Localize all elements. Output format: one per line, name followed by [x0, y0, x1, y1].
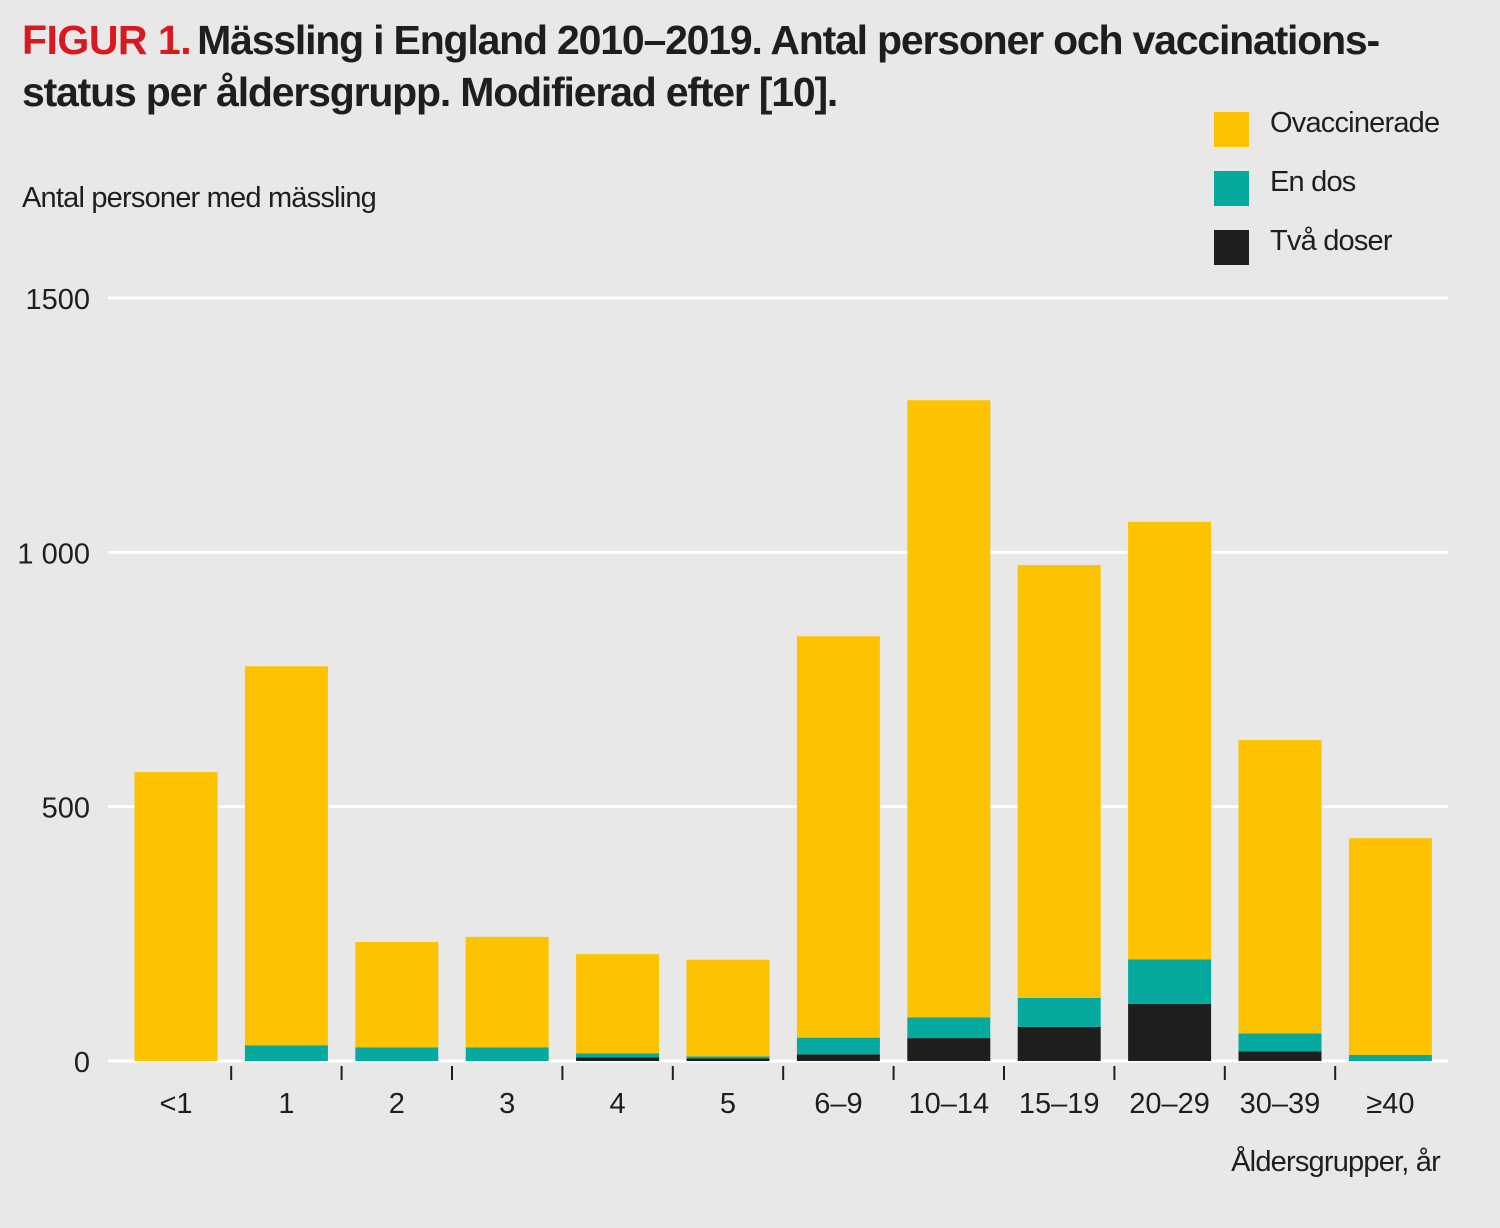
- bar-segment-tv-doser: [796, 1054, 880, 1061]
- figure-label: FIGUR 1.: [22, 17, 192, 63]
- figure-title: FIGUR 1. Mässling i England 2010–2019. An…: [22, 14, 1462, 118]
- legend-label: Två doser: [1270, 225, 1393, 257]
- bar-segment-en-dos: [244, 1045, 328, 1061]
- x-tick-label: 3: [499, 1088, 515, 1120]
- legend-swatch-tva-doser: [1214, 230, 1249, 265]
- bar-segment-tv-doser: [1238, 1051, 1322, 1061]
- bar-segment-ovaccinerade: [355, 941, 439, 1048]
- bar-segment-en-dos: [686, 1056, 770, 1059]
- y-tick-label: 0: [74, 1047, 90, 1079]
- bar-segment-ovaccinerade: [1017, 565, 1101, 998]
- bar-segment-en-dos: [1238, 1033, 1322, 1052]
- bar-segment-ovaccinerade: [576, 954, 660, 1054]
- bar-segment-en-dos: [1017, 997, 1101, 1027]
- x-tick-label: 6–9: [814, 1088, 862, 1120]
- x-tick-label: <1: [159, 1088, 192, 1120]
- bar-segment-ovaccinerade: [244, 666, 328, 1046]
- x-axis-title: Åldersgrupper, år: [1231, 1146, 1441, 1178]
- bar-segment-tv-doser: [576, 1057, 660, 1061]
- y-tick-label: 1 000: [17, 538, 90, 570]
- bar-segment-tv-doser: [1017, 1026, 1101, 1061]
- y-tick-label: 1500: [25, 284, 90, 316]
- legend-label: En dos: [1270, 166, 1356, 198]
- x-tick-label: 15–19: [1019, 1088, 1100, 1120]
- x-tick-label: 10–14: [908, 1088, 989, 1120]
- bar-segment-ovaccinerade: [465, 936, 549, 1048]
- bar-segment-en-dos: [907, 1017, 991, 1039]
- x-tick-label: 2: [389, 1088, 405, 1120]
- bar-segment-en-dos: [576, 1053, 660, 1058]
- legend-swatch-ovaccinerade: [1214, 112, 1249, 147]
- bar-segment-en-dos: [465, 1047, 549, 1061]
- bar-segment-ovaccinerade: [686, 959, 770, 1057]
- bar-segment-ovaccinerade: [1128, 521, 1212, 960]
- bar-segment-ovaccinerade: [907, 400, 991, 1018]
- bar-segment-en-dos: [1348, 1054, 1432, 1061]
- legend-swatch-en-dos: [1214, 171, 1249, 206]
- x-tick-label: 5: [720, 1088, 736, 1120]
- legend-label: Ovaccinerade: [1270, 107, 1440, 139]
- x-tick-label: ≥40: [1366, 1088, 1414, 1120]
- bar-segment-en-dos: [355, 1047, 439, 1061]
- x-tick-label: 30–39: [1240, 1088, 1321, 1120]
- y-axis-title: Antal personer med mässling: [22, 182, 377, 214]
- bar-segment-ovaccinerade: [1348, 838, 1432, 1055]
- bar-segment-tv-doser: [686, 1058, 770, 1061]
- bar-segment-tv-doser: [907, 1038, 991, 1061]
- bar-segment-en-dos: [796, 1037, 880, 1055]
- bar-segment-en-dos: [1128, 959, 1212, 1005]
- bar-segment-ovaccinerade: [134, 772, 218, 1061]
- x-tick-label: 20–29: [1129, 1088, 1210, 1120]
- bar-segment-ovaccinerade: [1238, 740, 1322, 1034]
- x-tick-label: 4: [610, 1088, 626, 1120]
- figure-title-text: Mässling i England 2010–2019. Antal pers…: [22, 17, 1380, 115]
- bar-segment-ovaccinerade: [796, 636, 880, 1038]
- x-tick-label: 1: [278, 1088, 294, 1120]
- bar-segment-tv-doser: [1128, 1004, 1212, 1061]
- y-tick-label: 500: [42, 793, 90, 825]
